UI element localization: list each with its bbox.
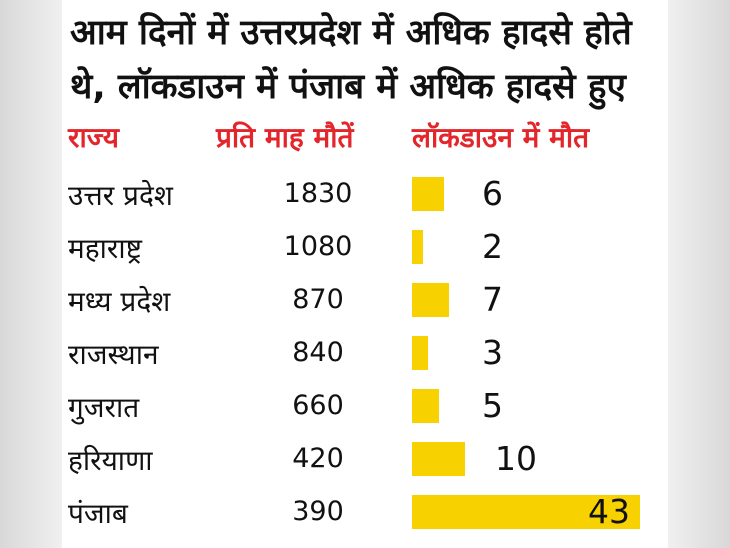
monthly-deaths-value: 390 [292, 496, 344, 527]
monthly-deaths-value: 660 [292, 390, 344, 421]
monthly-deaths-value: 1830 [283, 178, 353, 209]
lockdown-deaths-label: 3 [482, 333, 503, 372]
monthly-deaths-value: 1080 [283, 231, 353, 262]
table-row: गुजरात 660 5 [62, 380, 668, 433]
lockdown-deaths-bar [412, 442, 465, 476]
state-name: राजस्थान [68, 338, 159, 371]
monthly-deaths-column-header: प्रति माह मौतें [216, 121, 354, 154]
chart-title: आम दिनों में उत्तरप्रदेश में अधिक हादसे … [70, 13, 632, 107]
lockdown-deaths-label: 2 [482, 227, 503, 266]
right-backdrop [668, 0, 730, 548]
state-column-header: राज्य [68, 121, 119, 154]
lockdown-deaths-label: 6 [482, 174, 503, 213]
lockdown-deaths-bar [412, 283, 449, 317]
lockdown-deaths-bar [412, 495, 640, 529]
lockdown-deaths-bar [412, 389, 439, 423]
lockdown-deaths-bar [412, 177, 444, 211]
table-row: पंजाब 390 43 [62, 486, 668, 539]
infographic-panel: आम दिनों में उत्तरप्रदेश में अधिक हादसे … [62, 0, 668, 548]
lockdown-deaths-label: 43 [588, 492, 630, 531]
state-name: मध्य प्रदेश [68, 285, 171, 318]
state-name: हरियाणा [68, 444, 153, 477]
table-row: महाराष्ट्र 1080 2 [62, 221, 668, 274]
state-name: गुजरात [68, 391, 140, 424]
lockdown-deaths-bar [412, 336, 428, 370]
table-row: उत्तर प्रदेश 1830 6 [62, 168, 668, 221]
lockdown-deaths-label: 7 [482, 280, 503, 319]
lockdown-deaths-bar [412, 230, 423, 264]
monthly-deaths-value: 420 [292, 443, 344, 474]
state-name: उत्तर प्रदेश [68, 179, 173, 212]
monthly-deaths-value: 840 [292, 337, 344, 368]
monthly-deaths-value: 870 [292, 284, 344, 315]
state-name: पंजाब [68, 497, 128, 530]
table-row: हरियाणा 420 10 [62, 433, 668, 486]
state-name: महाराष्ट्र [68, 232, 142, 265]
data-rows: उत्तर प्रदेश 1830 6 महाराष्ट्र 1080 2 मध्य प्र… [62, 168, 668, 539]
lockdown-deaths-label: 5 [482, 386, 503, 425]
lockdown-deaths-label: 10 [495, 439, 537, 478]
table-row: राजस्थान 840 3 [62, 327, 668, 380]
left-backdrop [0, 0, 62, 548]
lockdown-deaths-column-header: लॉकडाउन में मौत [412, 121, 590, 154]
table-row: मध्य प्रदेश 870 7 [62, 274, 668, 327]
